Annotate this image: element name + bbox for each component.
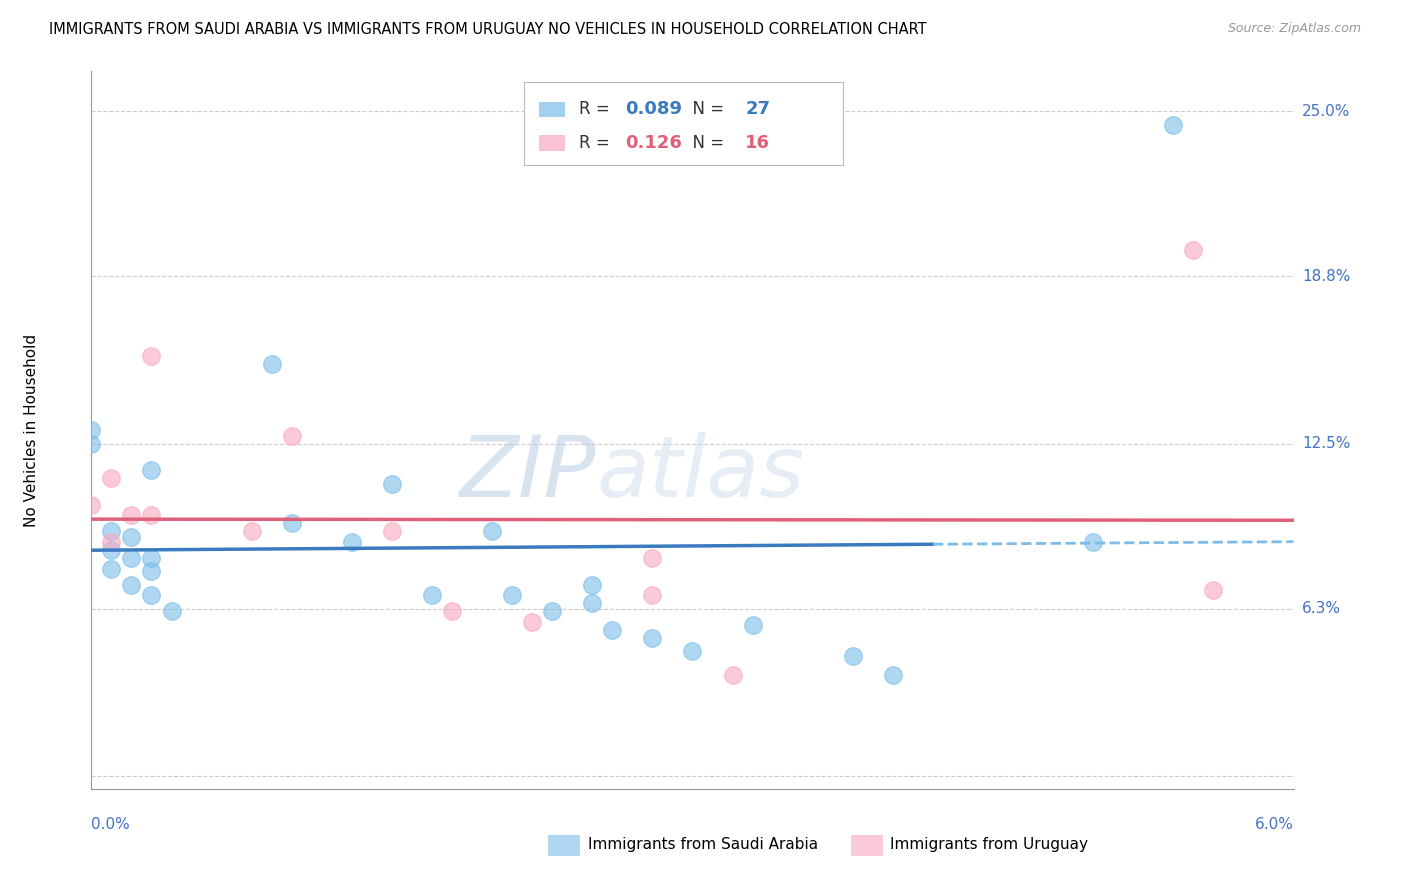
Point <box>80 424 103 438</box>
Point <box>141 463 163 477</box>
Point <box>602 623 624 637</box>
Text: 6.0%: 6.0% <box>1254 817 1294 832</box>
Point <box>581 577 603 591</box>
Point <box>80 498 103 512</box>
Point <box>121 530 143 544</box>
Point <box>160 604 183 618</box>
Point <box>340 535 363 549</box>
Point <box>281 516 304 531</box>
Text: atlas: atlas <box>596 432 804 515</box>
Point <box>240 524 263 539</box>
Point <box>381 524 404 539</box>
Text: ZIP: ZIP <box>460 432 596 515</box>
Text: N =: N = <box>682 134 728 153</box>
Point <box>581 596 603 610</box>
Point <box>481 524 503 539</box>
Point <box>141 349 163 363</box>
Text: 12.5%: 12.5% <box>1302 436 1350 451</box>
Text: 25.0%: 25.0% <box>1302 103 1350 119</box>
Point <box>281 428 304 442</box>
Point <box>882 668 904 682</box>
Text: Source: ZipAtlas.com: Source: ZipAtlas.com <box>1227 22 1361 36</box>
Point <box>741 617 763 632</box>
Point <box>501 588 523 602</box>
Point <box>141 551 163 566</box>
Text: 0.126: 0.126 <box>626 134 682 153</box>
Point <box>1182 243 1205 257</box>
Point <box>121 508 143 523</box>
Text: Immigrants from Uruguay: Immigrants from Uruguay <box>890 838 1088 852</box>
Point <box>100 524 122 539</box>
Text: 18.8%: 18.8% <box>1302 268 1350 284</box>
Point <box>100 562 122 576</box>
Point <box>141 588 163 602</box>
Text: 0.089: 0.089 <box>626 101 682 119</box>
Point <box>440 604 463 618</box>
Point <box>541 604 564 618</box>
Point <box>420 588 443 602</box>
Text: Immigrants from Saudi Arabia: Immigrants from Saudi Arabia <box>588 838 818 852</box>
Text: 6.3%: 6.3% <box>1302 601 1341 616</box>
FancyBboxPatch shape <box>524 82 842 165</box>
Point <box>1161 118 1184 132</box>
Text: IMMIGRANTS FROM SAUDI ARABIA VS IMMIGRANTS FROM URUGUAY NO VEHICLES IN HOUSEHOLD: IMMIGRANTS FROM SAUDI ARABIA VS IMMIGRAN… <box>49 22 927 37</box>
Point <box>520 615 543 629</box>
Text: R =: R = <box>579 101 616 119</box>
Point <box>841 649 863 664</box>
Point <box>381 476 404 491</box>
Point <box>641 588 664 602</box>
Point <box>100 543 122 558</box>
Point <box>681 644 703 658</box>
Point <box>1202 582 1225 597</box>
Point <box>100 471 122 485</box>
Text: N =: N = <box>682 101 728 119</box>
FancyBboxPatch shape <box>538 136 565 151</box>
Point <box>641 631 664 645</box>
Text: R =: R = <box>579 134 616 153</box>
Point <box>641 551 664 566</box>
Point <box>100 535 122 549</box>
Text: No Vehicles in Household: No Vehicles in Household <box>24 334 39 527</box>
Point <box>721 668 744 682</box>
Text: 0.0%: 0.0% <box>91 817 131 832</box>
Point <box>121 577 143 591</box>
Point <box>141 508 163 523</box>
Point <box>121 551 143 566</box>
Text: 27: 27 <box>745 101 770 119</box>
Point <box>141 565 163 579</box>
Point <box>80 436 103 450</box>
FancyBboxPatch shape <box>538 102 565 118</box>
Text: 16: 16 <box>745 134 770 153</box>
Point <box>260 357 283 371</box>
Point <box>1083 535 1105 549</box>
